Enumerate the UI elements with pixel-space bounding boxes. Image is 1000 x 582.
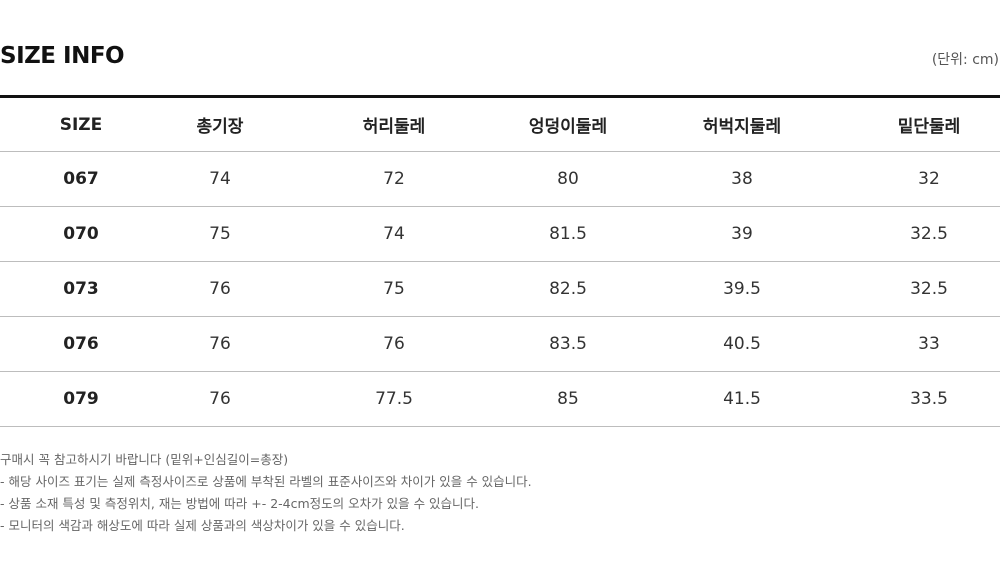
header-waist: 허리둘레 <box>278 96 510 152</box>
table-row: 067 74 72 80 38 32 <box>0 151 1000 207</box>
total-length-cell: 76 <box>162 371 278 427</box>
size-cell: 079 <box>0 371 162 427</box>
header-thigh: 허벅지둘레 <box>626 96 858 152</box>
size-cell: 070 <box>0 206 162 262</box>
header-size: SIZE <box>0 96 162 152</box>
hem-cell: 32.5 <box>858 261 1000 317</box>
size-table: SIZE 총기장 허리둘레 엉덩이둘레 허벅지둘레 밑단둘레 067 74 72… <box>0 95 1000 427</box>
waist-cell: 77.5 <box>278 371 510 427</box>
hip-cell: 83.5 <box>510 316 626 372</box>
size-cell: 073 <box>0 261 162 317</box>
thigh-cell: 39.5 <box>626 261 858 317</box>
hip-cell: 81.5 <box>510 206 626 262</box>
note-line: - 상품 소재 특성 및 측정위치, 재는 방법에 따라 +- 2-4cm정도의… <box>0 496 480 511</box>
note-line: 구매시 꼭 참고하시기 바랍니다 (밑위+인심길이=총장) <box>0 452 289 467</box>
table-row: 070 75 74 81.5 39 32.5 <box>0 206 1000 262</box>
note-line: - 모니터의 색감과 해상도에 따라 실제 상품과의 색상차이가 있을 수 있습… <box>0 518 405 533</box>
table-header-row: SIZE 총기장 허리둘레 엉덩이둘레 허벅지둘레 밑단둘레 <box>0 96 1000 152</box>
page-title: SIZE INFO <box>0 43 125 69</box>
thigh-cell: 41.5 <box>626 371 858 427</box>
hem-cell: 32 <box>858 151 1000 207</box>
header-hip: 엉덩이둘레 <box>510 96 626 152</box>
size-cell: 076 <box>0 316 162 372</box>
note-line: - 해당 사이즈 표기는 실제 측정사이즈로 상품에 부착된 라벨의 표준사이즈… <box>0 474 532 489</box>
hem-cell: 33 <box>858 316 1000 372</box>
waist-cell: 75 <box>278 261 510 317</box>
size-notes: 구매시 꼭 참고하시기 바랍니다 (밑위+인심길이=총장) - 해당 사이즈 표… <box>0 449 532 537</box>
header-total-length: 총기장 <box>162 96 278 152</box>
size-cell: 067 <box>0 151 162 207</box>
hip-cell: 80 <box>510 151 626 207</box>
hip-cell: 85 <box>510 371 626 427</box>
unit-label: (단위: cm) <box>931 52 999 68</box>
waist-cell: 76 <box>278 316 510 372</box>
hem-cell: 33.5 <box>858 371 1000 427</box>
table-row: 079 76 77.5 85 41.5 33.5 <box>0 371 1000 427</box>
hem-cell: 32.5 <box>858 206 1000 262</box>
thigh-cell: 40.5 <box>626 316 858 372</box>
hip-cell: 82.5 <box>510 261 626 317</box>
table-row: 076 76 76 83.5 40.5 33 <box>0 316 1000 372</box>
waist-cell: 74 <box>278 206 510 262</box>
table-row: 073 76 75 82.5 39.5 32.5 <box>0 261 1000 317</box>
total-length-cell: 74 <box>162 151 278 207</box>
total-length-cell: 76 <box>162 316 278 372</box>
thigh-cell: 39 <box>626 206 858 262</box>
header-hem: 밑단둘레 <box>858 96 1000 152</box>
waist-cell: 72 <box>278 151 510 207</box>
thigh-cell: 38 <box>626 151 858 207</box>
total-length-cell: 75 <box>162 206 278 262</box>
total-length-cell: 76 <box>162 261 278 317</box>
